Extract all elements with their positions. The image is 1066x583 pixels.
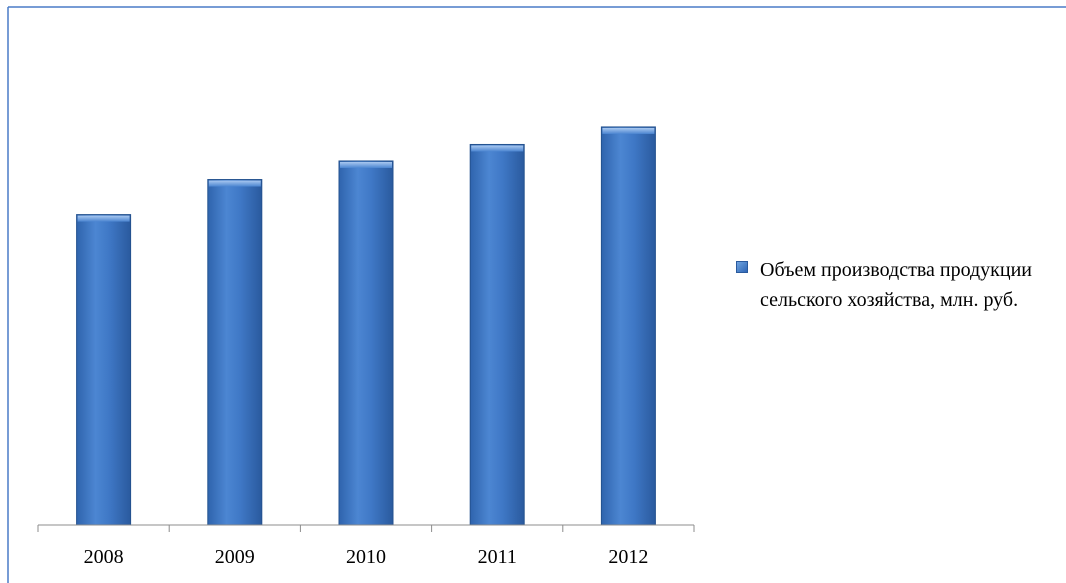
legend-label: Объем производства продукции сельского х… [760,259,1033,311]
bar-2012 [600,126,656,526]
x-axis [37,524,695,532]
x-tick-label-2010: 2010 [346,546,386,568]
x-tick-label-2012: 2012 [608,546,648,568]
x-tick-label-2008: 2008 [84,546,124,568]
bar-2009 [207,179,263,526]
bar-2010 [338,160,394,526]
x-tick-label-2009: 2009 [215,546,255,568]
bar-2008 [76,214,132,526]
x-tick-label-2011: 2011 [478,546,517,568]
bar-2011 [469,143,525,526]
chart-border [7,6,1066,583]
bars-layer [76,126,656,526]
x-tick-labels: 2008 2009 2010 2011 2012 [84,546,649,568]
legend-swatch [736,261,748,273]
